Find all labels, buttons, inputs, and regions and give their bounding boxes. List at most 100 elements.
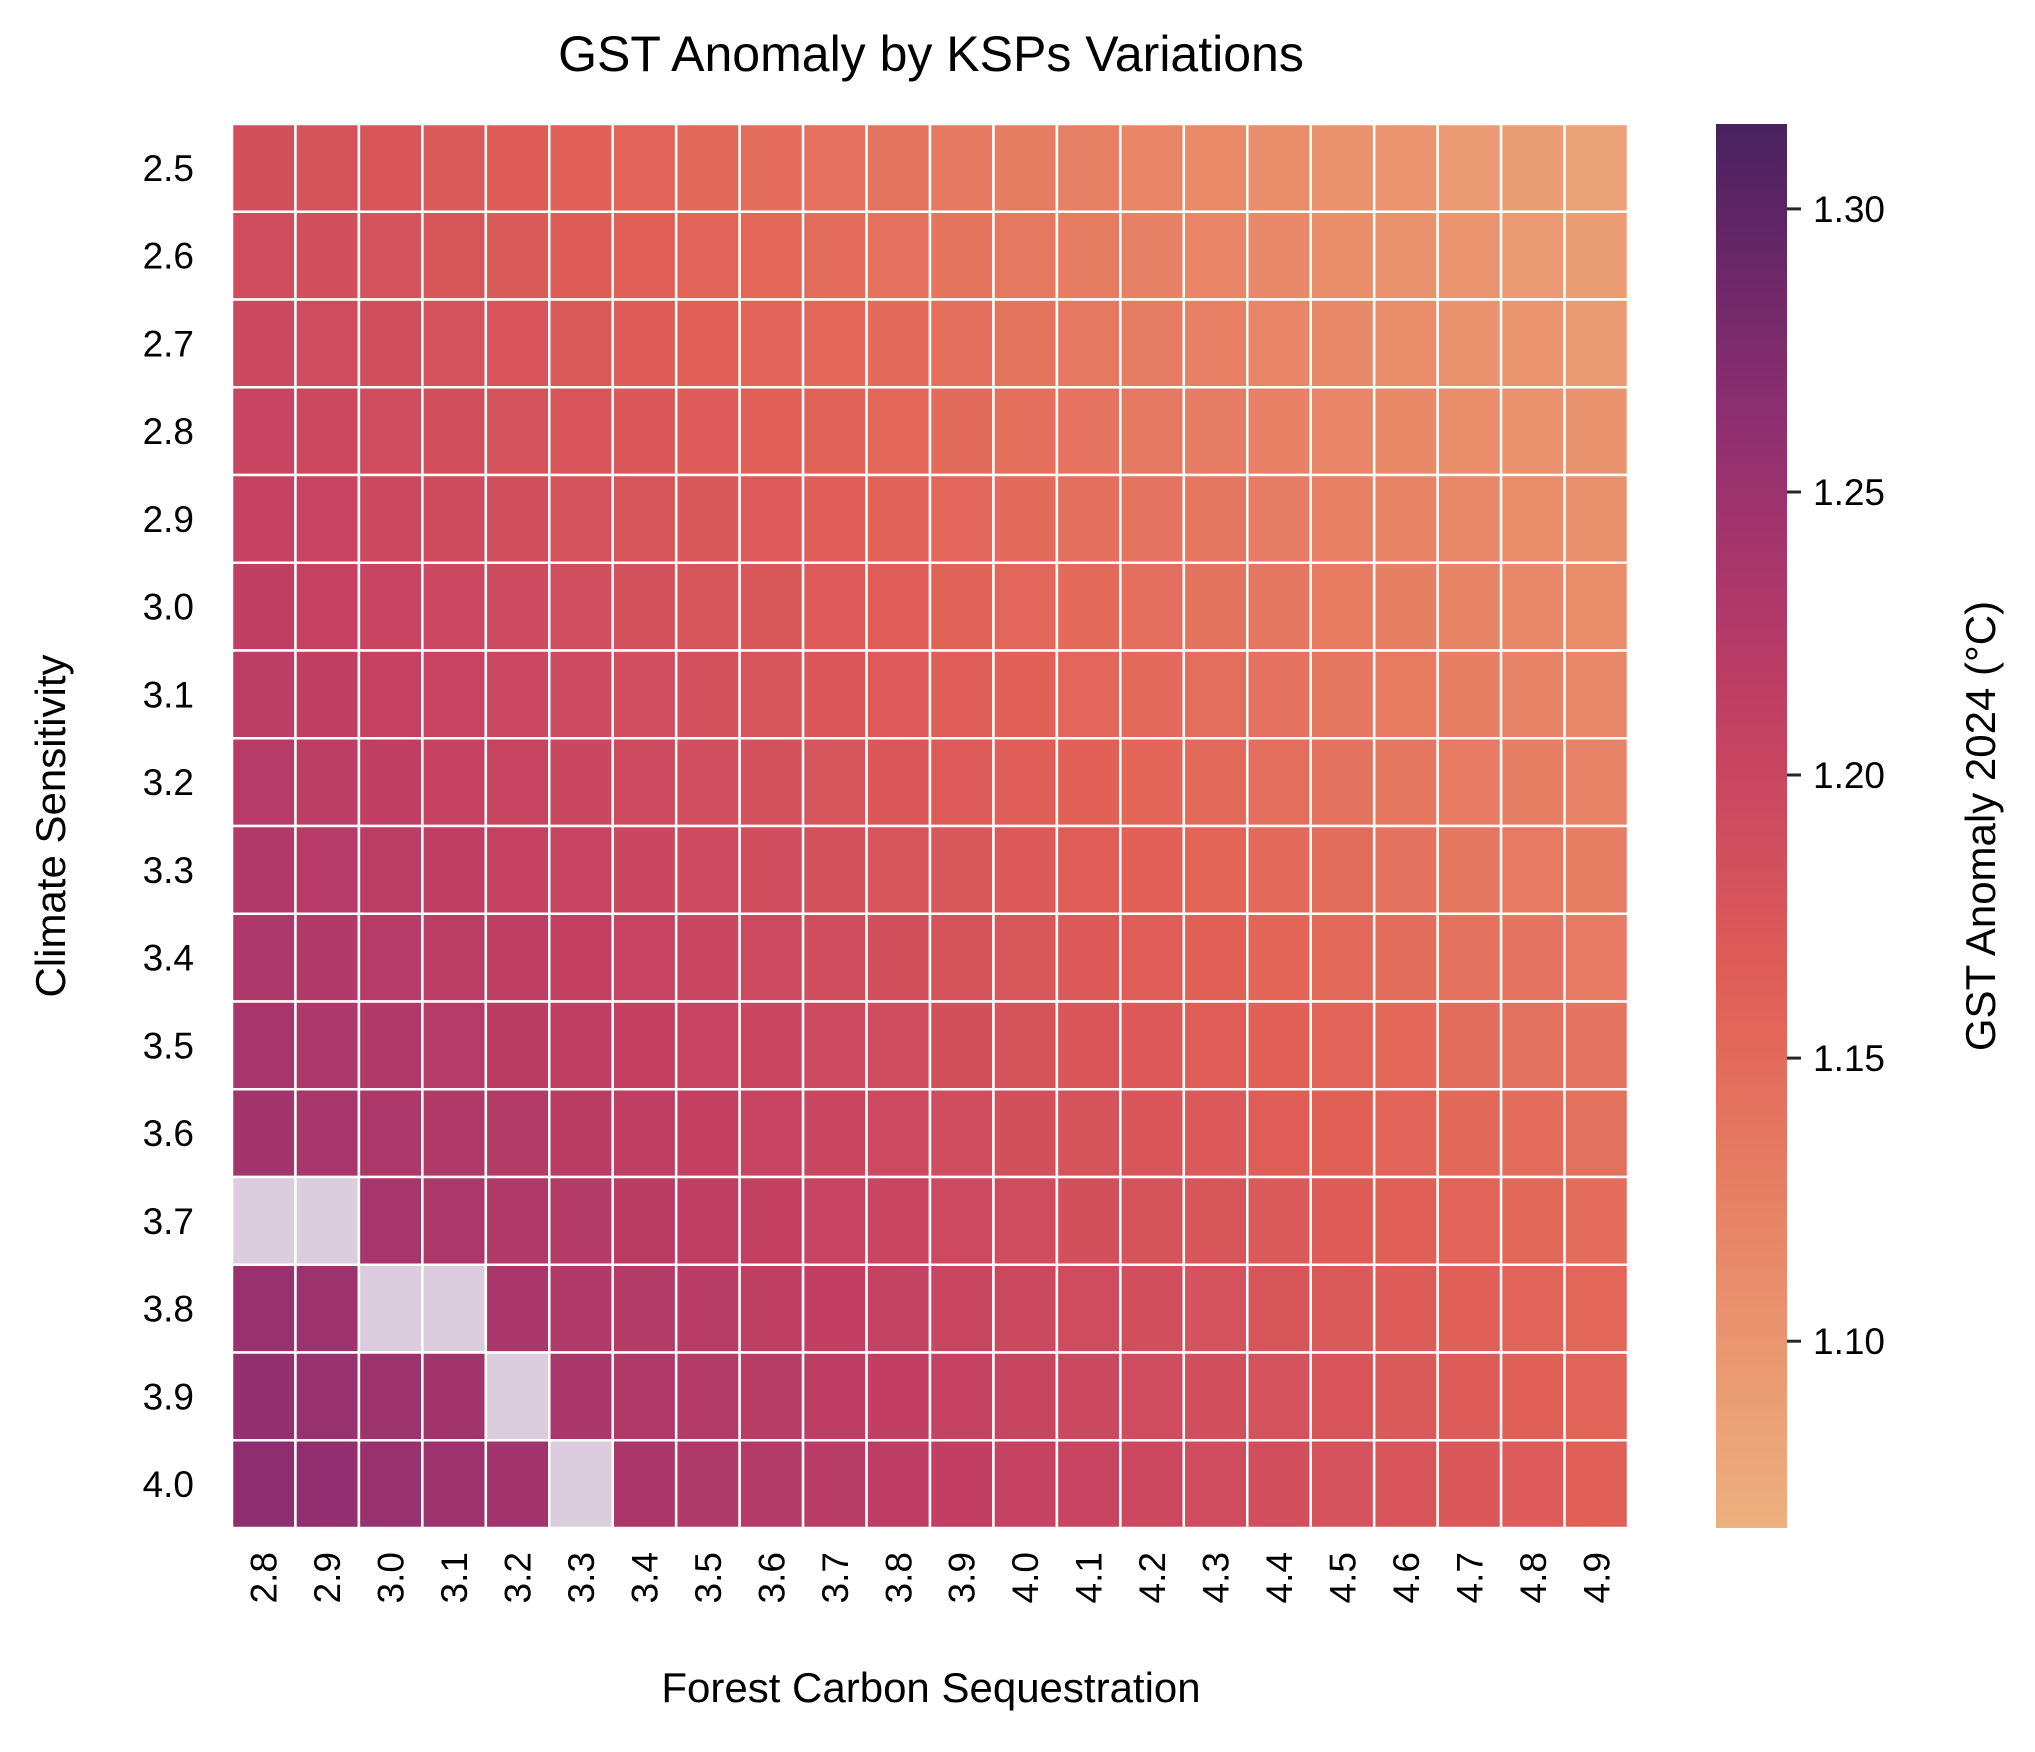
heatmap-cell: [1372, 737, 1439, 828]
heatmap-cell: [992, 210, 1059, 301]
heatmap-cell: [1436, 824, 1503, 915]
heatmap-cell: [1372, 1000, 1439, 1091]
heatmap-cell: [1436, 737, 1503, 828]
heatmap-cell: [484, 649, 551, 740]
heatmap-cell: [611, 1439, 678, 1530]
heatmap-cell: [484, 1439, 551, 1530]
heatmap-cell: [357, 122, 424, 213]
heatmap-cell: [548, 912, 614, 1003]
heatmap-cell: [928, 824, 995, 915]
heatmap-cell: [421, 122, 488, 213]
heatmap-cell: [1436, 473, 1503, 564]
heatmap-cell: [357, 1263, 424, 1354]
heatmap-cell: [421, 386, 488, 477]
heatmap-cell: [1563, 561, 1630, 652]
heatmap-cell: [421, 1088, 488, 1179]
heatmap-cell: [1119, 298, 1186, 389]
heatmap-cell: [1436, 298, 1503, 389]
heatmap-cell: [1499, 737, 1566, 828]
heatmap-cell: [928, 386, 995, 477]
heatmap-cell: [674, 473, 741, 564]
heatmap-cell: [738, 122, 805, 213]
heatmap-cell: [1563, 473, 1630, 564]
heatmap-cell: [1499, 1439, 1566, 1530]
heatmap-cell: [738, 1000, 805, 1091]
heatmap-cell: [1499, 912, 1566, 1003]
heatmap-cell: [294, 737, 361, 828]
y-tick-labels: 2.5 2.6 2.7 2.8 2.9 3.0 3.1 3.2 3.3 3.4 3.5 3.6 3.7 3…: [143, 148, 194, 1505]
heatmap-cell: [1055, 824, 1122, 915]
colorbar-ticks: 1.10 1.15 1.20 1.25 1.30: [1787, 189, 1885, 1362]
heatmap-cell: [294, 1351, 361, 1442]
heatmap-cell: [674, 1000, 741, 1091]
heatmap-cell: [1119, 122, 1186, 213]
heatmap-cell: [1182, 1088, 1249, 1179]
heatmap-cell: [1309, 824, 1376, 915]
heatmap-cell: [484, 1351, 551, 1442]
heatmap-cell: [548, 122, 614, 213]
heatmap-cell: [1119, 649, 1186, 740]
heatmap-cell: [1372, 561, 1439, 652]
heatmap-cell: [738, 1175, 805, 1266]
heatmap-cell: [1055, 737, 1122, 828]
heatmap-cell: [928, 210, 995, 301]
heatmap-cell: [674, 649, 741, 740]
heatmap-cell: [484, 1000, 551, 1091]
heatmap-cell: [1055, 298, 1122, 389]
heatmap-cell: [992, 824, 1059, 915]
x-tick-label: 3.5: [688, 1552, 729, 1603]
heatmap-cell: [1372, 1351, 1439, 1442]
heatmap-cell: [865, 649, 932, 740]
heatmap-cell: [294, 1088, 361, 1179]
heatmap-cell: [1372, 473, 1439, 564]
heatmap-cell: [1055, 649, 1122, 740]
heatmap-cell: [611, 1351, 678, 1442]
heatmap-cell: [1246, 1000, 1312, 1091]
y-tick-label: 2.9: [143, 499, 194, 540]
x-tick-label: 3.7: [815, 1552, 856, 1603]
heatmap-cell: [992, 1175, 1059, 1266]
heatmap-cell: [230, 1351, 297, 1442]
x-tick-label: 3.3: [561, 1552, 602, 1603]
heatmap-cells: [230, 122, 1630, 1530]
heatmap-cell: [230, 386, 297, 477]
colorbar-tick-label: 1.15: [1813, 1038, 1885, 1079]
heatmap-cell: [674, 1351, 741, 1442]
heatmap-cell: [1055, 1088, 1122, 1179]
heatmap-cell: [1499, 1263, 1566, 1354]
heatmap-cell: [357, 561, 424, 652]
heatmap-cell: [1309, 473, 1376, 564]
heatmap-cell: [738, 1088, 805, 1179]
heatmap-cell: [801, 1000, 868, 1091]
x-tick-label: 3.4: [625, 1552, 666, 1603]
heatmap-cell: [1436, 1088, 1503, 1179]
heatmap-cell: [1563, 824, 1630, 915]
heatmap-cell: [611, 122, 678, 213]
heatmap-cell: [357, 1439, 424, 1530]
heatmap-cell: [1182, 649, 1249, 740]
y-tick-label: 2.5: [143, 148, 194, 189]
x-tick-label: 4.1: [1069, 1552, 1110, 1603]
heatmap-cell: [357, 1000, 424, 1091]
heatmap-cell: [992, 561, 1059, 652]
heatmap-cell: [1182, 737, 1249, 828]
x-tick-label: 2.8: [244, 1552, 285, 1603]
heatmap-cell: [1246, 1088, 1312, 1179]
heatmap-cell: [484, 1088, 551, 1179]
heatmap-cell: [1055, 386, 1122, 477]
heatmap-cell: [738, 737, 805, 828]
heatmap-cell: [1309, 1439, 1376, 1530]
heatmap-cell: [230, 737, 297, 828]
heatmap-cell: [992, 912, 1059, 1003]
heatmap-cell: [484, 737, 551, 828]
heatmap-cell: [230, 1175, 297, 1266]
heatmap-cell: [801, 912, 868, 1003]
colorbar-tick-label: 1.20: [1813, 755, 1885, 796]
heatmap-cell: [294, 649, 361, 740]
heatmap-cell: [1182, 1263, 1249, 1354]
heatmap-cell: [1372, 912, 1439, 1003]
heatmap-cell: [548, 386, 614, 477]
heatmap-cell: [548, 1000, 614, 1091]
y-tick-label: 3.0: [143, 587, 194, 628]
heatmap-cell: [421, 561, 488, 652]
